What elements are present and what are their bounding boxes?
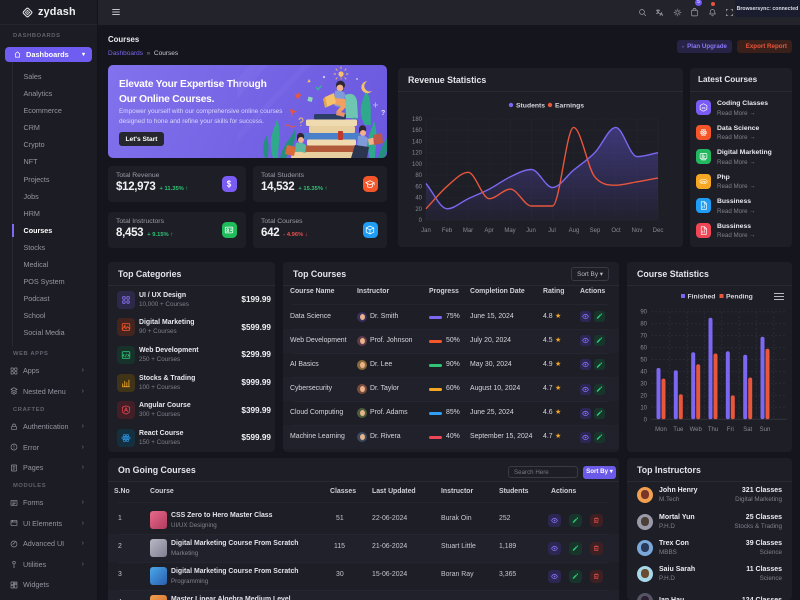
svg-text:70: 70 <box>640 334 647 340</box>
svg-text:60: 60 <box>415 184 422 190</box>
svg-text:40: 40 <box>640 370 647 376</box>
svg-text:Dec: Dec <box>653 228 664 234</box>
svg-text:20: 20 <box>415 207 422 213</box>
svg-text:140: 140 <box>412 139 423 145</box>
svg-text:Sun: Sun <box>760 427 771 433</box>
svg-text:Apr: Apr <box>484 228 493 234</box>
svg-text:Thu: Thu <box>708 427 718 433</box>
svg-text:160: 160 <box>412 128 423 134</box>
svg-text:80: 80 <box>415 173 422 179</box>
svg-text:Nov: Nov <box>632 228 643 234</box>
svg-text:Finished: Finished <box>688 294 716 301</box>
svg-text:Sat: Sat <box>743 427 752 433</box>
svg-text:Tue: Tue <box>673 427 684 433</box>
svg-text:30: 30 <box>640 381 647 387</box>
svg-text:80: 80 <box>640 322 647 328</box>
svg-text:Mar: Mar <box>463 228 473 234</box>
svg-text:60: 60 <box>640 346 647 352</box>
svg-text:Jul: Jul <box>548 228 556 234</box>
svg-text:0: 0 <box>419 218 423 224</box>
svg-text:Students: Students <box>516 103 545 110</box>
svg-text:120: 120 <box>412 151 423 157</box>
svg-text:10: 10 <box>640 405 647 411</box>
svg-text:?: ? <box>381 110 385 117</box>
svg-text:180: 180 <box>412 117 423 123</box>
svg-text:JS: JS <box>702 106 706 110</box>
svg-text:Jun: Jun <box>526 228 536 234</box>
svg-text:100: 100 <box>412 162 423 168</box>
svg-text:Fri: Fri <box>727 427 734 433</box>
svg-text:50: 50 <box>640 358 647 364</box>
svg-text:Mon: Mon <box>655 427 667 433</box>
svg-text:Earnings: Earnings <box>555 103 584 110</box>
svg-text:May: May <box>504 228 515 234</box>
svg-text:Oct: Oct <box>611 228 621 234</box>
svg-text:Sep: Sep <box>590 228 601 234</box>
svg-text:Feb: Feb <box>442 228 453 234</box>
svg-text:90: 90 <box>640 310 647 316</box>
svg-text:0: 0 <box>644 417 648 423</box>
svg-text:Jan: Jan <box>421 228 431 234</box>
svg-text:Aug: Aug <box>569 228 580 234</box>
svg-text:php: php <box>701 179 707 183</box>
svg-text:Pending: Pending <box>726 294 753 301</box>
svg-text:20: 20 <box>640 393 647 399</box>
svg-text:40: 40 <box>415 196 422 202</box>
svg-text:Web: Web <box>690 427 703 433</box>
